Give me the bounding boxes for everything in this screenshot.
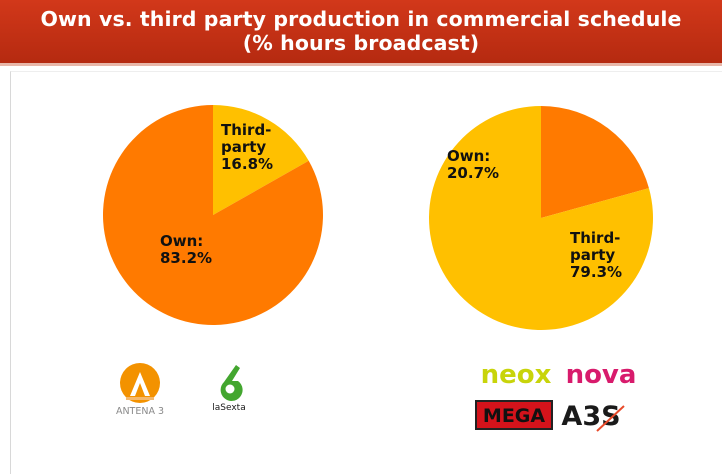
pie-left-label-own: Own: 83.2% [160, 232, 212, 267]
pie-left-slice-third-party [213, 105, 309, 215]
a3s-logo: A3S [561, 401, 625, 432]
pie-right-slice-own [541, 106, 649, 218]
neox-logo: neox [481, 360, 552, 390]
nova-logo: nova [566, 360, 637, 390]
chart-title-line-1: Own vs. third party production in commer… [40, 7, 682, 31]
antena3-logo-text: ANTENA 3 [116, 406, 164, 417]
pie-right-label-own: Own: 20.7% [447, 147, 499, 182]
pie-right-slice-third-party [429, 106, 653, 331]
pie-right-label-third-party: Third-party 79.3% [570, 229, 622, 281]
pie-chart-right: Own: 20.7% Third-party 79.3% [429, 106, 653, 331]
pie-left-label-third-party: Third-party 16.8% [221, 121, 273, 173]
pie-chart-left: Third-party 16.8% Own: 83.2% [103, 105, 323, 325]
antena3-logo: ANTENA 3 [116, 363, 164, 417]
content-area [10, 71, 722, 474]
mega-logo: MEGA [475, 400, 553, 430]
lasexta-logo: laSexta [212, 365, 246, 413]
lasexta-logo-text: laSexta [212, 403, 245, 413]
mega-logo-text: MEGA [483, 405, 545, 427]
title-bar: Own vs. third party production in commer… [0, 0, 722, 66]
a3s-logo-text: A3S [561, 401, 620, 432]
chart-title-line-2: (% hours broadcast) [242, 31, 480, 55]
pie-left-slice-own [103, 105, 323, 325]
lasexta-6-icon [220, 365, 243, 401]
antena3-a-icon [120, 363, 160, 403]
